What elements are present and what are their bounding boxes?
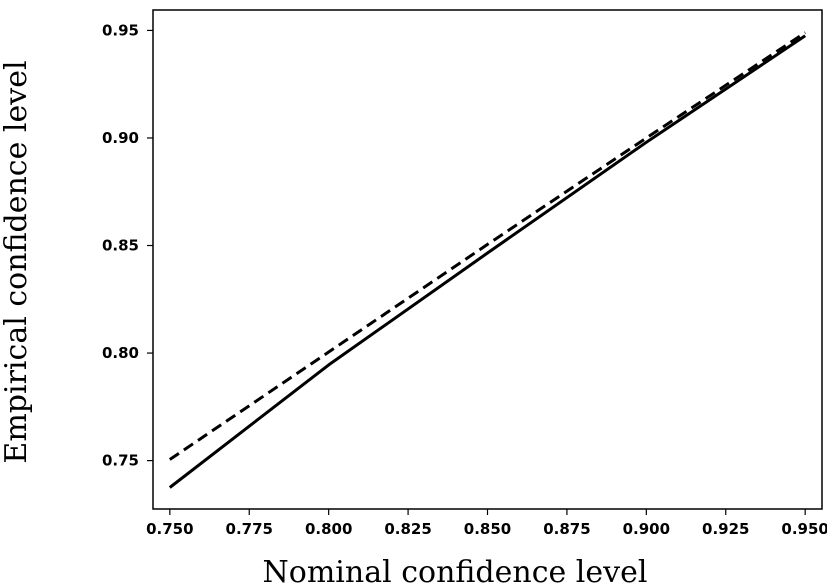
y-axis-title: Empirical confidence level <box>0 60 34 463</box>
x-tick-label: 0.825 <box>384 520 431 538</box>
series-layer <box>168 31 807 489</box>
y-tick-label: 0.75 <box>102 452 139 470</box>
y-axis-ticks: 0.75 0.80 0.85 0.90 0.95 <box>102 21 153 470</box>
series-line-dashed <box>168 31 807 461</box>
x-tick-label: 0.875 <box>543 520 590 538</box>
x-tick-label: 0.925 <box>702 520 749 538</box>
x-tick-label: 0.800 <box>305 520 352 538</box>
x-axis-title: Nominal confidence level <box>263 555 648 588</box>
y-tick-label: 0.85 <box>102 237 139 255</box>
x-axis-ticks: 0.750 0.775 0.800 0.825 0.850 0.875 0.900 0.925… <box>146 509 827 538</box>
y-tick-label: 0.95 <box>102 21 139 39</box>
x-tick-label: 0.850 <box>464 520 511 538</box>
x-tick-label: 0.900 <box>623 520 670 538</box>
y-tick-label: 0.90 <box>102 129 139 147</box>
series-line-solid <box>168 34 807 489</box>
x-tick-label: 0.750 <box>146 520 193 538</box>
x-tick-label: 0.950 <box>781 520 827 538</box>
x-tick-label: 0.775 <box>226 520 273 538</box>
plot-area-frame <box>152 9 823 510</box>
y-tick-label: 0.80 <box>102 344 139 362</box>
